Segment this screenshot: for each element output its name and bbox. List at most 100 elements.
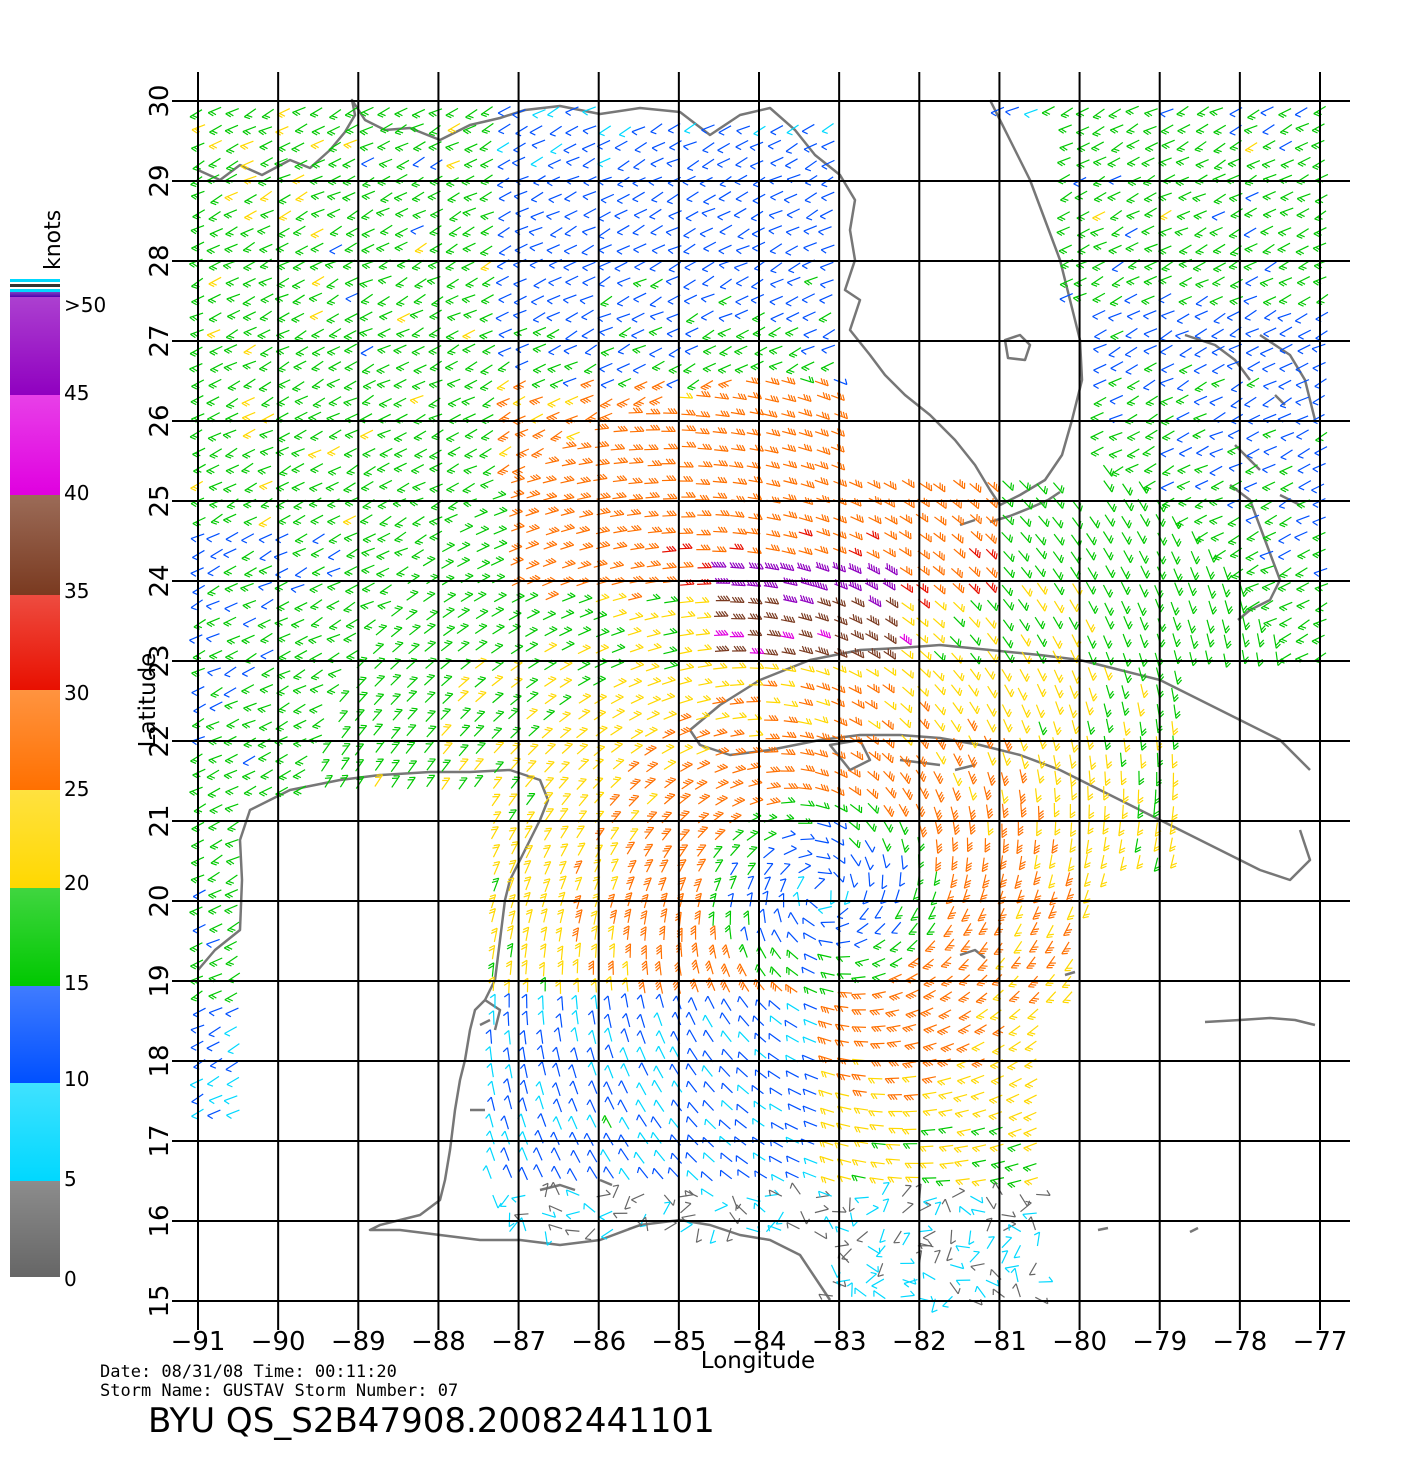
wind-barb bbox=[1086, 702, 1094, 715]
wind-barb bbox=[224, 942, 236, 951]
wind-barb bbox=[344, 533, 357, 542]
wind-barb bbox=[729, 876, 736, 889]
wind-barb bbox=[687, 1048, 697, 1060]
wind-barb bbox=[628, 593, 642, 600]
wind-barb bbox=[815, 1232, 827, 1239]
wind-barb bbox=[654, 1013, 662, 1026]
wind-barb bbox=[532, 140, 545, 148]
wind-barb bbox=[531, 448, 543, 457]
wind-barb bbox=[783, 531, 797, 538]
wind-barb bbox=[706, 978, 714, 991]
wind-barb bbox=[814, 581, 827, 590]
wind-barb bbox=[865, 857, 873, 870]
wind-barb bbox=[442, 725, 451, 736]
wind-barb bbox=[769, 211, 782, 219]
x-tick-label: −90 bbox=[251, 1327, 306, 1357]
wind-barb bbox=[545, 457, 559, 464]
wind-barb bbox=[799, 630, 813, 638]
wind-barb bbox=[395, 228, 407, 237]
wind-barb bbox=[664, 444, 678, 449]
wind-barb bbox=[687, 161, 699, 171]
wind-barb bbox=[275, 618, 288, 626]
wind-barb bbox=[527, 761, 536, 772]
wind-barb bbox=[731, 614, 745, 619]
wind-barb bbox=[311, 140, 324, 149]
wind-barb bbox=[604, 1167, 614, 1179]
wind-barb bbox=[1295, 314, 1307, 324]
wind-barb bbox=[327, 279, 339, 289]
wind-barb bbox=[459, 778, 467, 789]
wind-barb bbox=[243, 296, 255, 306]
wind-barb bbox=[601, 296, 612, 306]
wind-barb bbox=[1106, 500, 1116, 512]
wind-barb bbox=[764, 649, 778, 655]
wind-barb bbox=[820, 988, 834, 994]
wind-barb bbox=[1090, 517, 1100, 529]
wind-barb bbox=[636, 1100, 646, 1112]
wind-barb bbox=[936, 752, 946, 764]
wind-barb bbox=[1224, 567, 1232, 580]
wind-barb bbox=[855, 1288, 866, 1296]
wind-barb bbox=[1162, 498, 1174, 508]
wind-barb bbox=[427, 775, 435, 786]
wind-barb bbox=[1137, 531, 1146, 543]
wind-barb bbox=[1211, 481, 1223, 490]
wind-barb bbox=[633, 279, 646, 287]
wind-barb bbox=[1060, 143, 1073, 151]
wind-barb bbox=[394, 449, 407, 458]
wind-barb bbox=[1104, 548, 1114, 560]
wind-barb bbox=[560, 661, 572, 670]
wind-barb bbox=[1066, 872, 1073, 886]
wind-barb bbox=[769, 362, 782, 370]
wind-barb bbox=[475, 776, 483, 787]
wind-barb bbox=[852, 1160, 866, 1166]
wind-barb bbox=[750, 142, 763, 150]
wind-barb bbox=[701, 381, 713, 390]
wind-barb bbox=[191, 481, 203, 490]
wind-barb bbox=[737, 126, 750, 134]
legend-label: 45 bbox=[64, 381, 89, 405]
wind-barb bbox=[1157, 552, 1166, 565]
wind-barb bbox=[975, 1286, 985, 1297]
wind-barb bbox=[243, 703, 256, 711]
wind-barb bbox=[632, 313, 645, 322]
wind-barb bbox=[1024, 1095, 1037, 1104]
wind-barb bbox=[487, 1097, 494, 1111]
wind-barb bbox=[1145, 143, 1158, 152]
wind-barb bbox=[1008, 1180, 1022, 1187]
wind-barb bbox=[481, 295, 493, 304]
wind-barb bbox=[933, 551, 944, 560]
wind-barb bbox=[540, 944, 546, 958]
wind-barb bbox=[377, 380, 390, 388]
wind-barb bbox=[664, 778, 675, 788]
wind-barb bbox=[1004, 719, 1013, 732]
wind-barb bbox=[1125, 414, 1137, 424]
wind-barb bbox=[1297, 175, 1309, 185]
wind-barb bbox=[562, 560, 575, 568]
wind-barb bbox=[427, 726, 436, 737]
wind-barb bbox=[1262, 482, 1275, 491]
wind-barb bbox=[397, 483, 409, 493]
wind-barb bbox=[1053, 517, 1063, 528]
wind-barb bbox=[503, 1048, 509, 1062]
wind-barb bbox=[500, 1195, 508, 1206]
wind-barb bbox=[713, 427, 727, 433]
wind-barb bbox=[574, 896, 581, 909]
wind-barb bbox=[1034, 1232, 1039, 1246]
wind-barb bbox=[1003, 620, 1013, 631]
wind-barb bbox=[901, 1291, 915, 1297]
wind-barb bbox=[323, 742, 331, 753]
wind-barb bbox=[781, 681, 795, 687]
wind-barb bbox=[311, 464, 323, 473]
wind-barb bbox=[1053, 737, 1060, 751]
wind-barb bbox=[1094, 364, 1107, 373]
wind-barb bbox=[617, 399, 630, 408]
wind-barb bbox=[725, 925, 731, 939]
wind-barb bbox=[1145, 208, 1157, 217]
wind-barb bbox=[207, 245, 220, 254]
wind-barb bbox=[979, 942, 988, 953]
wind-barb bbox=[940, 1163, 954, 1169]
wind-barb bbox=[585, 345, 597, 355]
wind-barb bbox=[562, 743, 572, 754]
wind-barb bbox=[1161, 482, 1174, 491]
